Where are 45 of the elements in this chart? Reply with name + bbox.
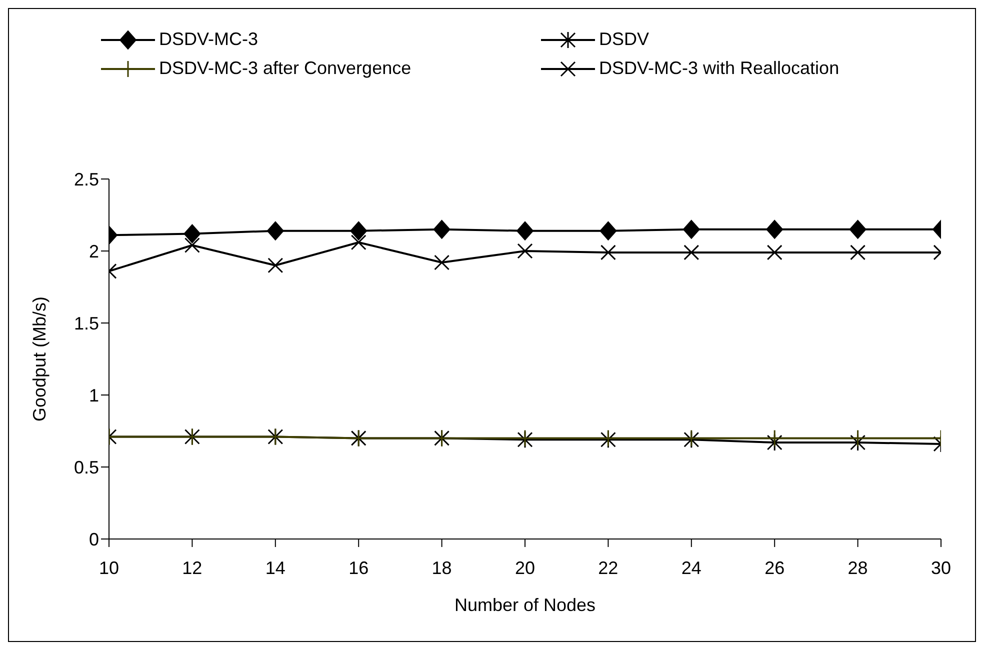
point [766,244,782,260]
point [184,224,201,244]
point [766,429,782,447]
x-tick-label: 12 [182,558,202,578]
x-tick-label: 24 [681,558,702,578]
point [600,221,617,240]
point [766,434,782,452]
y-tick-label: 2 [88,241,99,262]
x-tick-label: 18 [432,558,452,578]
x-tick-label: 26 [764,558,785,578]
point [849,220,866,239]
x-tick-label: 16 [348,558,369,578]
x-tick-label: 28 [848,558,868,578]
x-tick-label: 10 [98,558,120,578]
x-tick-label: 20 [514,558,536,578]
point [350,234,366,250]
y-tick-label: 1.5 [74,313,99,334]
point [850,434,866,452]
legend-label: DSDV [599,29,650,50]
point [516,221,534,240]
y-tick-label: 2.5 [74,169,99,190]
point [684,244,700,260]
legend-label: DSDV-MC-3 after Convergence [159,58,412,79]
point [433,220,450,239]
legend-label: DSDV-MC-3 [159,29,258,50]
y-axis-title: Goodput (Mb/s) [29,296,50,422]
y-tick-label: 0 [88,529,99,550]
point [850,244,866,260]
y-tick-label: 0.5 [74,457,99,478]
y-tick-label: 1 [88,385,99,406]
x-axis-title: Number of Nodes [454,595,596,615]
legend-label: DSDV-MC-3 with Reallocation [599,58,840,79]
point [766,220,784,239]
point [184,237,200,253]
point [434,254,450,270]
point [517,243,533,259]
point [682,220,700,239]
x-tick-label: 14 [265,558,286,578]
point [268,258,284,274]
point [600,244,616,260]
point [266,221,284,240]
x-tick-label: 30 [930,558,952,578]
point [350,221,368,240]
point [850,429,866,447]
x-tick-label: 22 [598,558,618,578]
